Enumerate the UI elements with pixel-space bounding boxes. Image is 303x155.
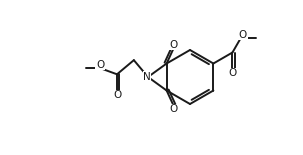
Text: O: O	[228, 69, 237, 78]
Text: O: O	[170, 104, 178, 114]
Text: O: O	[96, 60, 104, 70]
Text: N: N	[143, 72, 151, 82]
Text: O: O	[113, 90, 121, 100]
Text: O: O	[239, 30, 247, 40]
Text: O: O	[170, 40, 178, 50]
